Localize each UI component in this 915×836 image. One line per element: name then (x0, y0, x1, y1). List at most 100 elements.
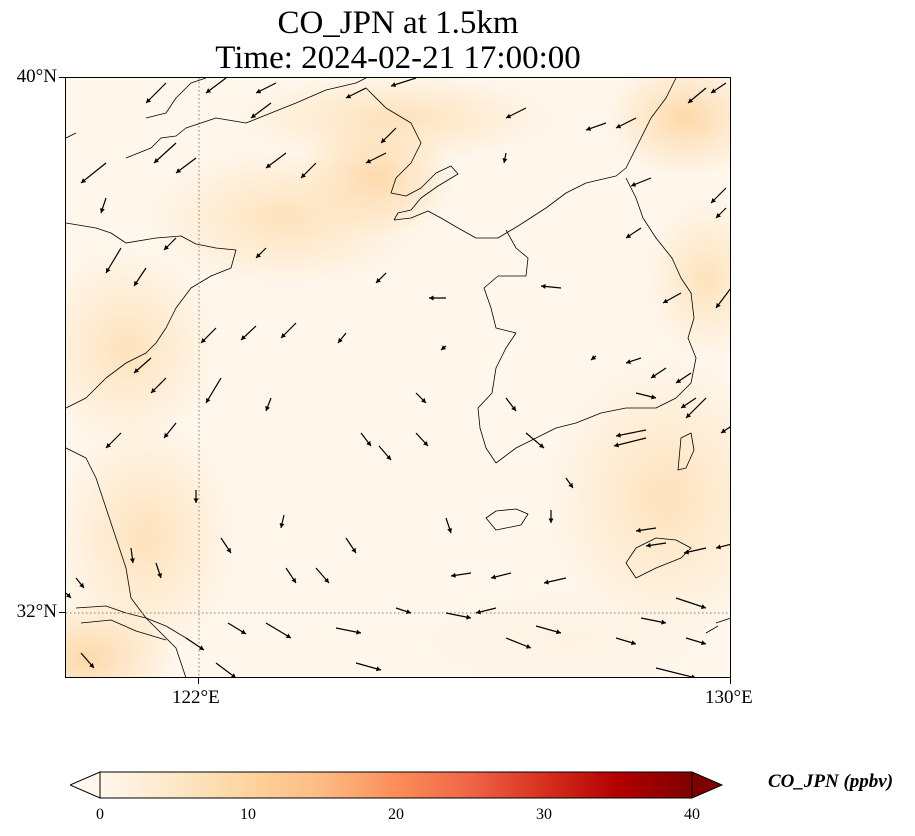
wind-arrow-head (616, 123, 622, 129)
wind-arrow (685, 397, 707, 419)
wind-arrow-head (525, 644, 531, 649)
wind-arrow-head (441, 345, 447, 350)
wind-arrow-head (106, 443, 111, 448)
wind-arrow-head (711, 198, 716, 203)
wind-arrow-head (256, 88, 262, 94)
wind-arrow-head (285, 633, 291, 638)
wind-arrow-head (281, 333, 286, 338)
wind-arrow-head (356, 629, 361, 635)
wind-arrow-head (651, 373, 657, 378)
plot-title-line-1: CO_JPN at 1.5km (277, 5, 519, 41)
wind-arrow-head (366, 440, 371, 446)
wind-arrow (265, 622, 292, 639)
lon-tick-122 (198, 678, 199, 684)
lat-label-32: 32°N (16, 601, 57, 622)
wind-arrow-head (366, 158, 372, 164)
lat-label-40: 40°N (16, 66, 57, 87)
wind-arrow-head (154, 158, 160, 163)
wind-arrow-head (231, 673, 236, 677)
wind-arrow-head (338, 337, 343, 343)
wind-arrow-head (89, 662, 94, 668)
coastlines (66, 78, 730, 677)
wind-arrow-head (686, 413, 691, 418)
colorbar-tick-0: 0 (96, 806, 104, 823)
wind-arrow-head (451, 572, 456, 578)
wind-arrow-head (324, 577, 329, 583)
wind-arrow-head (386, 454, 391, 460)
wind-arrow-head (616, 432, 621, 438)
wind-arrow-head (164, 245, 169, 250)
wind-arrow-head (79, 582, 84, 588)
wind-arrow-head (129, 558, 135, 563)
wind-arrow-head (198, 645, 204, 650)
wind-arrow-head (423, 440, 428, 446)
wind-arrow-head (240, 629, 246, 634)
wind-arrow-head (375, 666, 381, 672)
wind-arrow (205, 377, 222, 404)
map-canvas (66, 78, 730, 677)
wind-arrow-head (663, 298, 669, 303)
wind-arrow (145, 82, 167, 104)
wind-arrow-head (700, 604, 706, 609)
gridlines (66, 78, 730, 677)
wind-arrow-head (631, 182, 637, 187)
wind-arrow-head (555, 629, 561, 635)
wind-vectors (66, 78, 730, 677)
wind-arrow-head (548, 518, 554, 523)
wind-arrow-head (405, 609, 411, 614)
wind-arrow-head (476, 609, 481, 615)
lon-label-130: 130°E (705, 687, 753, 708)
wind-arrow-head (176, 168, 182, 173)
wind-arrow-head (291, 577, 296, 583)
wind-arrow-head (716, 213, 721, 218)
colorbar-tick-20: 20 (388, 806, 404, 823)
lon-label-122: 122°E (172, 687, 220, 708)
wind-arrow (675, 597, 707, 609)
wind-arrow-head (538, 443, 544, 448)
wind-arrow (655, 667, 695, 677)
co-concentration-field (66, 78, 730, 677)
wind-arrow-head (157, 572, 162, 578)
wind-arrow-head (376, 278, 381, 283)
wind-arrow-head (206, 88, 212, 93)
colorbar-label: CO_JPN (ppbv) (768, 771, 894, 792)
wind-arrow-head (193, 498, 199, 503)
wind-arrow-head (106, 267, 111, 273)
wind-arrow-head (568, 482, 573, 488)
wind-arrow-head (691, 674, 695, 677)
wind-arrow-head (681, 403, 687, 408)
wind-arrow-head (381, 138, 386, 143)
plot-title-line-2: Time: 2024-02-21 17:00:00 (215, 40, 581, 76)
wind-arrow-head (241, 335, 246, 340)
wind-arrow-head (711, 88, 717, 93)
wind-arrow-head (541, 283, 546, 289)
wind-arrow-head (429, 295, 434, 301)
wind-arrow-head (630, 640, 636, 646)
wind-arrow-head (351, 547, 356, 553)
wind-arrow-head (134, 368, 140, 373)
wind-arrow-head (614, 442, 619, 448)
colorbar-tick-40: 40 (684, 806, 700, 823)
wind-arrow (153, 142, 177, 164)
wind-arrow-head (502, 158, 508, 163)
colorbar (70, 771, 724, 799)
wind-arrow-head (146, 98, 151, 103)
wind-arrow-head (391, 82, 397, 88)
colorbar-gradient (100, 772, 692, 798)
wind-arrow-head (721, 428, 727, 433)
lon-tick-130 (730, 678, 731, 684)
wind-arrow-head (506, 113, 512, 119)
wind-arrow-head (251, 113, 257, 118)
wind-arrow (105, 247, 122, 274)
wind-arrow-head (676, 378, 682, 383)
colorbar-tick-30: 30 (536, 806, 552, 823)
wind-arrow-head (716, 544, 721, 550)
wind-arrow-head (651, 394, 656, 400)
wind-arrow-head (164, 432, 169, 438)
wind-arrow (615, 429, 647, 437)
wind-arrow-head (688, 98, 694, 103)
wind-arrow-head (491, 574, 496, 580)
wind-arrow-head (279, 523, 285, 528)
colorbar-over-arrow (691, 771, 724, 799)
wind-arrow-head (226, 547, 231, 553)
